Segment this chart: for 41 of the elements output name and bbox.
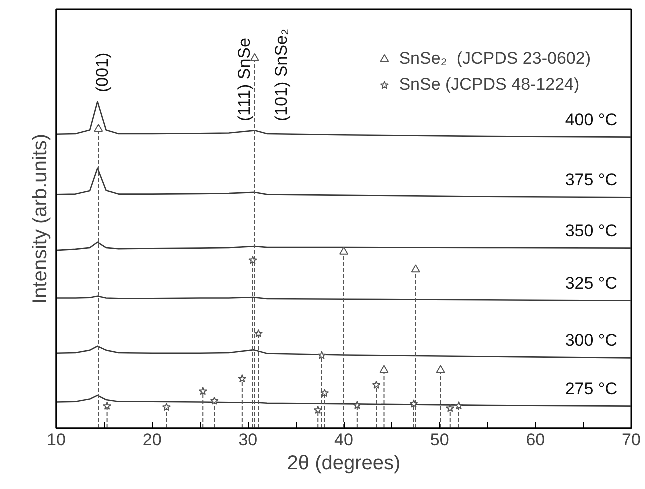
x-tick-label: 70 — [622, 430, 641, 450]
y-axis-title: Intensity (arb.units) — [30, 134, 52, 304]
point — [94, 124, 104, 132]
point — [410, 400, 418, 408]
annotation: (001) — [93, 52, 112, 92]
x-tick-label: 40 — [334, 430, 354, 450]
series-label: 350 °C — [565, 221, 618, 240]
point — [411, 264, 420, 273]
point — [340, 246, 348, 255]
point — [314, 406, 322, 414]
series-label: 325 °C — [565, 274, 618, 293]
series-label: 375 °C — [565, 170, 618, 190]
point — [248, 256, 258, 264]
x-axis-title: 2θ (degrees) — [287, 452, 401, 474]
legend-label: SnSe₂ (JCPDS 23-0602) — [399, 49, 591, 69]
point — [436, 365, 446, 374]
x-tick-label: 10 — [47, 430, 66, 450]
series-label: 300 °C — [565, 331, 618, 350]
point — [210, 396, 219, 405]
point — [198, 387, 208, 396]
point — [454, 401, 464, 410]
series-label: 275 °C — [565, 379, 618, 398]
point — [372, 380, 381, 389]
point — [318, 351, 326, 360]
point — [162, 402, 172, 412]
point — [353, 401, 362, 410]
legend-label: SnSe (JCPDS 48-1224) — [399, 75, 580, 95]
x-tick-label: 50 — [430, 430, 450, 450]
point — [102, 402, 112, 410]
point — [380, 365, 389, 374]
point — [238, 374, 247, 383]
point — [446, 404, 455, 412]
point — [254, 329, 264, 338]
point — [320, 388, 330, 398]
annotation: (111) SnSe — [235, 38, 254, 122]
series-label: 400 °C — [565, 110, 618, 130]
x-tick-label: 60 — [526, 430, 546, 450]
point — [250, 53, 260, 62]
x-tick-label: 20 — [142, 430, 162, 450]
x-tick-label: 30 — [238, 430, 258, 450]
annotation: (101) SnSe₂ — [272, 28, 291, 122]
